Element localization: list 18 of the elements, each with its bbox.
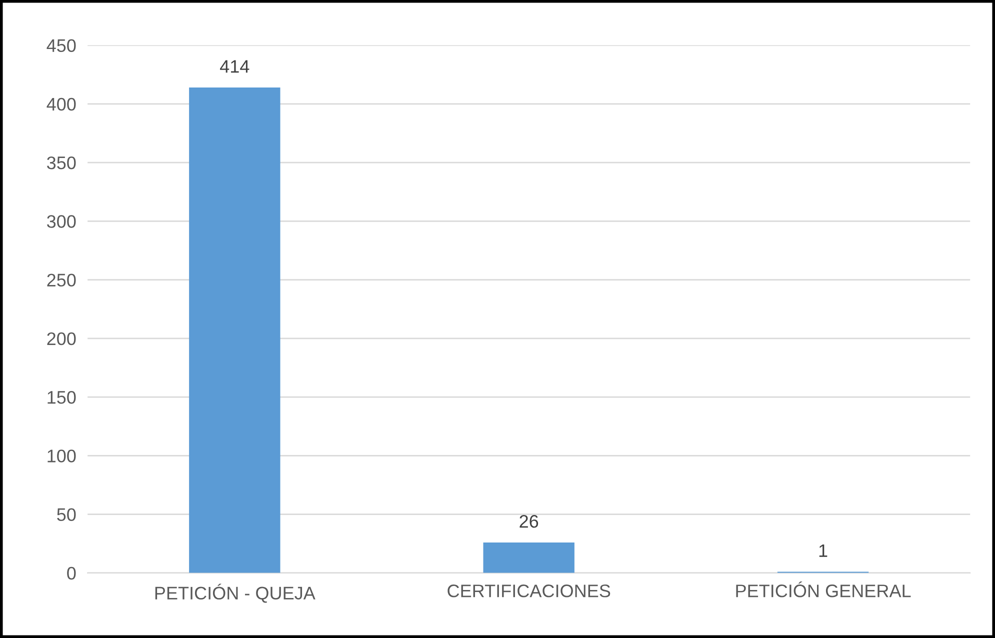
y-tick-label: 0 xyxy=(67,566,76,580)
y-tick-label: 400 xyxy=(46,98,76,111)
y-tick-label: 450 xyxy=(46,39,76,52)
y-tick-label: 150 xyxy=(48,390,76,404)
data-label: 414 xyxy=(220,60,250,73)
data-label: 1 xyxy=(819,544,828,557)
y-tick-label: 100 xyxy=(48,450,76,462)
y-tick-label: 350 xyxy=(47,156,76,170)
bar xyxy=(483,542,574,573)
data-label: 26 xyxy=(520,514,538,528)
y-tick-label: 200 xyxy=(47,332,76,346)
x-tick-label: CERTIFICACIONES xyxy=(448,584,610,598)
x-tick-label: PETICIÓN GENERAL xyxy=(736,581,911,598)
bar xyxy=(189,88,280,573)
y-tick-label: 300 xyxy=(47,215,76,228)
x-tick-label: PETICIÓN - QUEJA xyxy=(155,584,316,603)
y-tick-label: 50 xyxy=(57,508,76,522)
y-tick-label: 250 xyxy=(47,274,76,287)
